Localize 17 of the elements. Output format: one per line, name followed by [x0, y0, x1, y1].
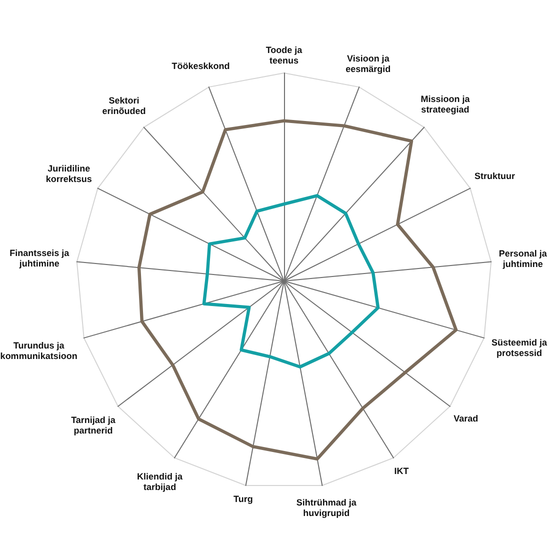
spoke-label: Personal ja juhtimine [498, 248, 548, 270]
spoke-label: Varad [454, 413, 478, 424]
spoke-label: Sektori erinõuded [102, 95, 146, 116]
spoke-label: Turg [234, 494, 253, 504]
spoke-label: Toode ja teenus [266, 45, 304, 66]
spoke-label: Missioon ja strateegiad [420, 94, 471, 114]
spoke-label: Tarnijad ja partnerid [71, 414, 116, 436]
spoke-label: Finantsseis ja juhtimine [10, 248, 70, 269]
spoke-label: Kliendid ja tarbijad [137, 471, 184, 492]
spoke-label: Visioon ja eesmärgid [346, 54, 391, 74]
spoke-label: Töökeskkond [172, 61, 230, 72]
spoke-label: Struktuur [474, 171, 516, 182]
spoke-label: Süsteemid ja protsessid [491, 338, 548, 358]
spoke-label: Turundus ja kommunikatsioon [0, 340, 78, 362]
spoke-label: Juriidiline korrektsus [46, 164, 92, 184]
spoke-label: Sihtrühmad ja huvigrupid [296, 498, 358, 518]
spoke-label: IKT [394, 466, 410, 476]
